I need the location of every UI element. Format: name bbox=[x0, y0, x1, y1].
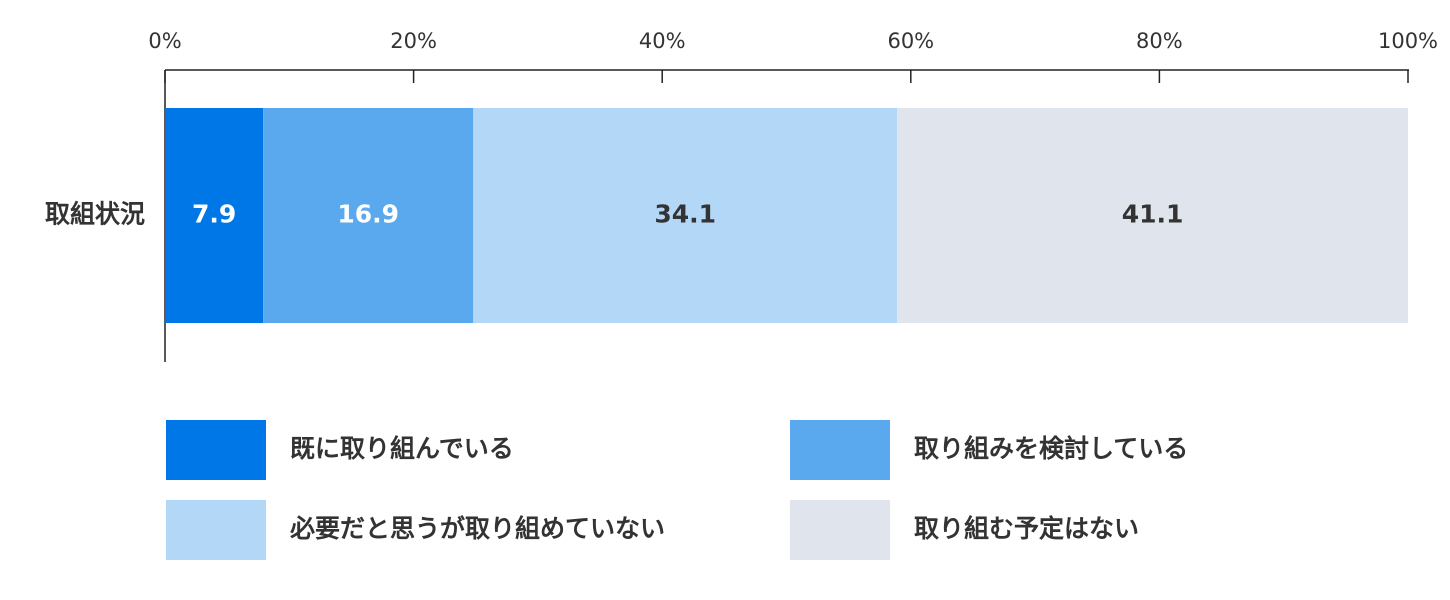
x-tick-label: 20% bbox=[390, 29, 437, 53]
legend-label: 取り組みを検討している bbox=[914, 434, 1188, 463]
x-tick-label: 100% bbox=[1378, 29, 1438, 53]
x-tick-label: 0% bbox=[148, 29, 181, 53]
value-label: 41.1 bbox=[1122, 200, 1184, 229]
value-label: 16.9 bbox=[337, 200, 399, 229]
category-label: 取組状況 bbox=[45, 200, 145, 229]
legend-label: 既に取り組んでいる bbox=[290, 434, 514, 463]
x-tick-label: 40% bbox=[639, 29, 686, 53]
legend-swatch bbox=[166, 420, 266, 480]
legend-swatch bbox=[166, 500, 266, 560]
value-label: 7.9 bbox=[192, 200, 236, 229]
legend-label: 取り組む予定はない bbox=[914, 514, 1139, 543]
bar-segment bbox=[897, 108, 1408, 323]
x-tick-label: 80% bbox=[1136, 29, 1183, 53]
bar-segment bbox=[473, 108, 898, 323]
value-label: 34.1 bbox=[654, 200, 716, 229]
legend-swatch bbox=[790, 420, 890, 480]
legend-label: 必要だと思うが取り組めていない bbox=[290, 514, 665, 543]
x-tick-label: 60% bbox=[887, 29, 934, 53]
bar-segment bbox=[165, 108, 264, 323]
legend-swatch bbox=[790, 500, 890, 560]
bar-segment bbox=[263, 108, 474, 323]
